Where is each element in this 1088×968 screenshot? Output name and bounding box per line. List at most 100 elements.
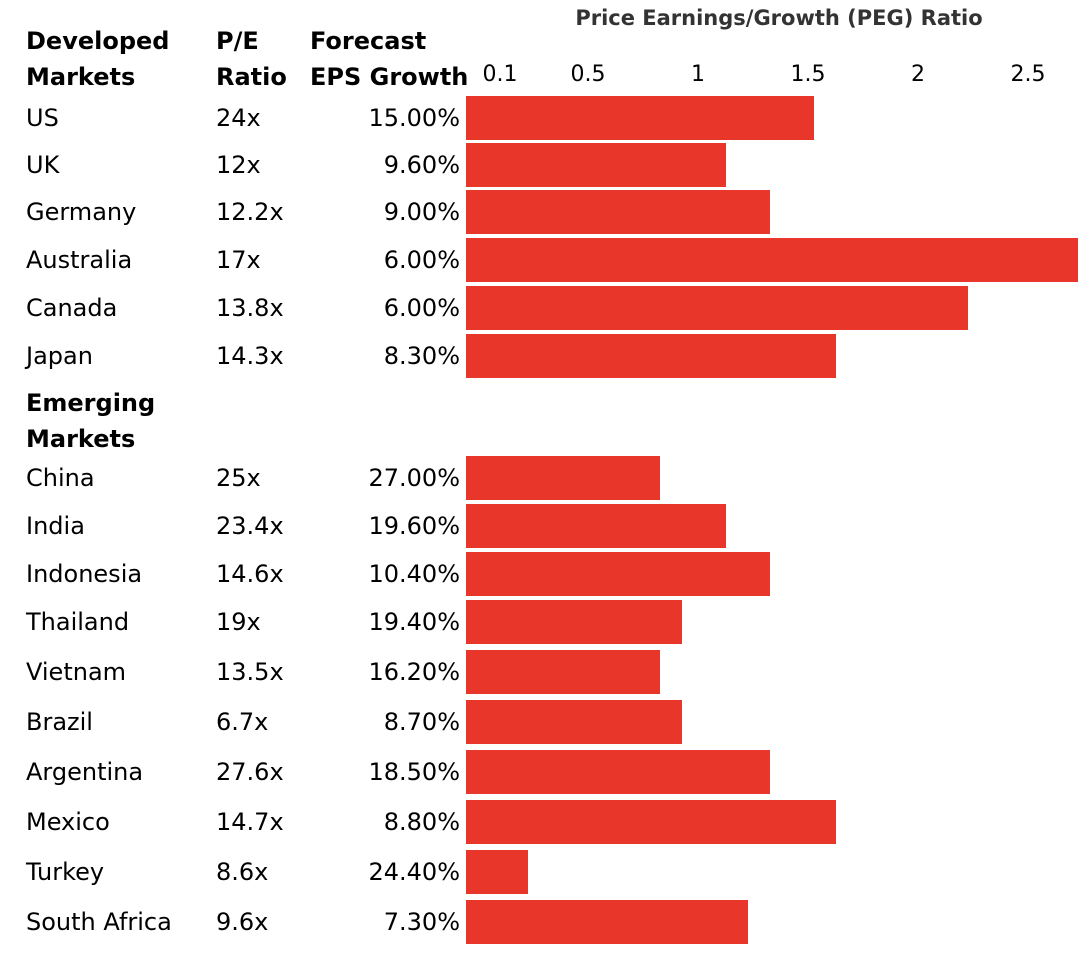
pe-ratio-value: 14.7x	[216, 808, 284, 836]
pe-ratio-header: P/E Ratio	[216, 23, 287, 95]
country-row: Argentina 27.6x 18.50%	[0, 750, 1088, 794]
country-label: Mexico	[26, 808, 110, 836]
country-label: Australia	[26, 246, 133, 274]
eps-growth-value: 24.40%	[368, 858, 460, 886]
country-row: Thailand 19x 19.40%	[0, 600, 1088, 644]
x-tick-label: 0.5	[570, 62, 606, 87]
country-row: India 23.4x 19.60%	[0, 504, 1088, 548]
peg-bar	[466, 600, 682, 644]
pe-header-line1: P/E	[216, 27, 259, 55]
x-tick-label: 2.5	[1010, 62, 1046, 87]
peg-bar	[466, 900, 748, 944]
pe-ratio-value: 14.3x	[216, 342, 284, 370]
pe-ratio-value: 8.6x	[216, 858, 269, 886]
country-row: Mexico 14.7x 8.80%	[0, 800, 1088, 844]
eps-growth-value: 27.00%	[368, 464, 460, 492]
eps-growth-value: 19.40%	[368, 608, 460, 636]
country-label: Turkey	[26, 858, 105, 886]
peg-bar	[466, 750, 770, 794]
pe-ratio-value: 25x	[216, 464, 261, 492]
pe-ratio-value: 17x	[216, 246, 261, 274]
eps-growth-value: 8.30%	[383, 342, 460, 370]
emerging-header-line2: Markets	[26, 425, 136, 453]
country-label: Argentina	[26, 758, 144, 786]
eps-growth-value: 9.00%	[383, 198, 460, 226]
eps-growth-value: 18.50%	[368, 758, 460, 786]
chart-title: Price Earnings/Growth (PEG) Ratio	[575, 6, 983, 30]
pe-ratio-value: 12.2x	[216, 198, 284, 226]
pe-ratio-value: 9.6x	[216, 908, 269, 936]
peg-bar	[466, 96, 814, 140]
country-label: Indonesia	[26, 560, 143, 588]
pe-ratio-value: 12x	[216, 151, 261, 179]
peg-bar	[466, 650, 660, 694]
country-label: Germany	[26, 198, 137, 226]
peg-bar	[466, 504, 726, 548]
eps-growth-value: 6.00%	[383, 294, 460, 322]
country-label: US	[26, 104, 59, 132]
pe-ratio-value: 23.4x	[216, 512, 284, 540]
pe-ratio-value: 13.5x	[216, 658, 284, 686]
eps-growth-value: 8.80%	[383, 808, 460, 836]
country-label: UK	[26, 151, 60, 179]
country-row: Vietnam 13.5x 16.20%	[0, 650, 1088, 694]
developed-header-line2: Markets	[26, 63, 136, 91]
country-row: China 25x 27.00%	[0, 456, 1088, 500]
eps-growth-value: 8.70%	[383, 708, 460, 736]
country-label: China	[26, 464, 95, 492]
peg-bar	[466, 238, 1078, 282]
country-label: India	[26, 512, 85, 540]
country-row: Canada 13.8x 6.00%	[0, 286, 1088, 330]
x-tick-label: 0.1	[482, 62, 518, 87]
country-label: Canada	[26, 294, 118, 322]
peg-bar	[466, 850, 528, 894]
pe-header-line2: Ratio	[216, 63, 287, 91]
country-row: Turkey 8.6x 24.40%	[0, 850, 1088, 894]
peg-bar	[466, 143, 726, 187]
country-row: Japan 14.3x 8.30%	[0, 334, 1088, 378]
pe-ratio-value: 13.8x	[216, 294, 284, 322]
peg-bar	[466, 456, 660, 500]
country-row: Germany 12.2x 9.00%	[0, 190, 1088, 234]
eps-growth-value: 10.40%	[368, 560, 460, 588]
country-row: South Africa 9.6x 7.30%	[0, 900, 1088, 944]
eps-growth-value: 7.30%	[383, 908, 460, 936]
country-row: UK 12x 9.60%	[0, 143, 1088, 187]
pe-ratio-value: 14.6x	[216, 560, 284, 588]
peg-bar	[466, 334, 836, 378]
developed-header-line1: Developed	[26, 27, 170, 55]
eps-header-line1: Forecast	[310, 27, 427, 55]
eps-growth-value: 19.60%	[368, 512, 460, 540]
country-row: Indonesia 14.6x 10.40%	[0, 552, 1088, 596]
eps-growth-value: 16.20%	[368, 658, 460, 686]
country-row: Australia 17x 6.00%	[0, 238, 1088, 282]
country-label: Brazil	[26, 708, 93, 736]
country-label: South Africa	[26, 908, 172, 936]
pe-ratio-value: 19x	[216, 608, 261, 636]
peg-bar	[466, 286, 968, 330]
x-tick-label: 2	[911, 62, 925, 87]
developed-markets-header: Developed Markets	[26, 23, 169, 95]
country-row: Brazil 6.7x 8.70%	[0, 700, 1088, 744]
pe-ratio-value: 27.6x	[216, 758, 284, 786]
country-row: US 24x 15.00%	[0, 96, 1088, 140]
eps-header-line2: EPS Growth	[310, 63, 469, 91]
country-label: Thailand	[26, 608, 130, 636]
country-label: Vietnam	[26, 658, 127, 686]
peg-bar	[466, 800, 836, 844]
x-tick-label: 1	[691, 62, 705, 87]
peg-bar	[466, 700, 682, 744]
eps-growth-value: 15.00%	[368, 104, 460, 132]
peg-bar	[466, 552, 770, 596]
emerging-markets-header: Emerging Markets	[26, 385, 155, 457]
peg-bar	[466, 190, 770, 234]
x-tick-label: 1.5	[790, 62, 826, 87]
pe-ratio-value: 24x	[216, 104, 261, 132]
eps-growth-value: 9.60%	[383, 151, 460, 179]
country-label: Japan	[26, 342, 93, 370]
eps-growth-value: 6.00%	[383, 246, 460, 274]
emerging-header-line1: Emerging	[26, 389, 156, 417]
pe-ratio-value: 6.7x	[216, 708, 269, 736]
eps-growth-header: Forecast EPS Growth	[310, 23, 468, 95]
